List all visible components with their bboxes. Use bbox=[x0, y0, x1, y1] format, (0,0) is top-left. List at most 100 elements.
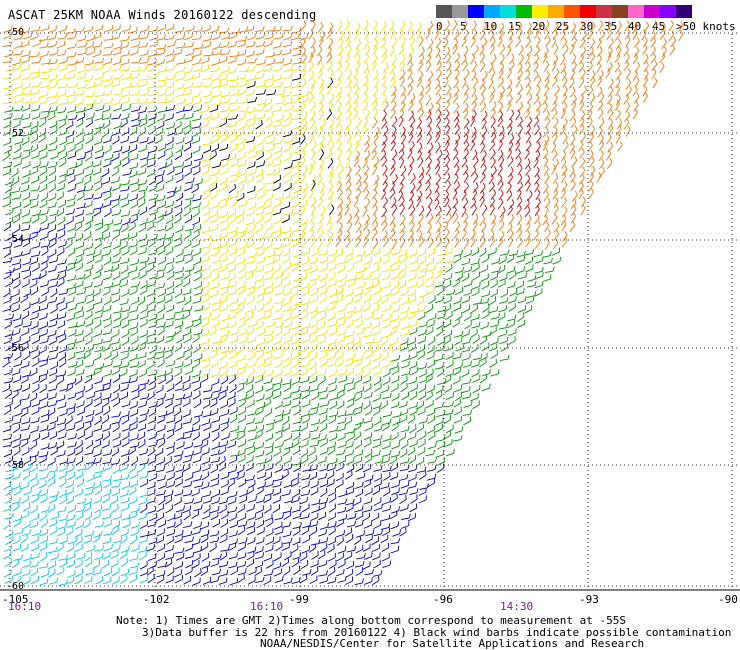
wind-barb bbox=[74, 544, 83, 553]
wind-barb bbox=[174, 314, 185, 321]
wind-barb bbox=[319, 345, 330, 353]
wind-barb bbox=[58, 25, 68, 33]
wind-barb bbox=[237, 573, 245, 583]
wind-barb bbox=[356, 327, 365, 336]
wind-barb bbox=[290, 191, 299, 200]
wind-barb bbox=[65, 527, 74, 536]
wind-barb bbox=[220, 49, 231, 56]
wind-barb bbox=[173, 48, 183, 56]
wind-barb bbox=[58, 352, 67, 362]
wind-barb bbox=[346, 520, 356, 528]
wind-barb bbox=[200, 105, 210, 114]
wind-barb bbox=[345, 409, 355, 416]
wind-barb bbox=[256, 464, 265, 473]
wind-barb bbox=[408, 377, 418, 385]
wind-barb bbox=[230, 198, 238, 208]
wind-barb bbox=[39, 280, 49, 288]
wind-barb bbox=[164, 489, 174, 498]
wind-barb bbox=[202, 511, 211, 520]
wind-barb bbox=[103, 519, 112, 528]
wind-barb bbox=[238, 328, 248, 336]
wind-barb bbox=[156, 570, 166, 578]
wind-barb bbox=[318, 312, 327, 322]
wind-barb bbox=[490, 36, 496, 48]
wind-barb bbox=[542, 52, 548, 64]
wind-barb bbox=[200, 542, 209, 552]
wind-barb bbox=[219, 254, 228, 264]
wind-barb bbox=[425, 400, 434, 409]
wind-barb bbox=[437, 265, 447, 273]
wind-barb bbox=[346, 367, 355, 377]
wind-barb bbox=[282, 191, 291, 201]
wind-barb bbox=[551, 163, 557, 175]
wind-barb bbox=[355, 544, 364, 554]
wind-barb bbox=[264, 472, 272, 481]
wind-barb bbox=[245, 441, 255, 450]
wind-barb bbox=[39, 175, 48, 184]
wind-barb bbox=[164, 558, 173, 568]
wind-barb bbox=[299, 102, 306, 113]
wind-barb bbox=[255, 345, 265, 353]
wind-barb bbox=[364, 448, 373, 458]
wind-barb bbox=[218, 456, 226, 466]
wind-barb bbox=[463, 212, 469, 224]
wind-barb bbox=[417, 311, 426, 321]
wind-barb bbox=[102, 241, 112, 249]
wind-barb bbox=[274, 327, 283, 337]
wind-barb bbox=[174, 26, 185, 33]
wind-barb bbox=[524, 249, 535, 256]
wind-barb bbox=[434, 363, 444, 370]
wind-barb bbox=[256, 401, 266, 410]
wind-barb bbox=[84, 530, 95, 537]
wind-barb bbox=[362, 220, 369, 232]
wind-barb bbox=[427, 478, 436, 488]
wind-barb bbox=[452, 43, 458, 55]
wind-barb bbox=[56, 191, 64, 201]
wind-barb bbox=[14, 137, 24, 145]
wind-barb bbox=[75, 273, 86, 280]
wind-barb bbox=[86, 391, 96, 400]
wind-barb bbox=[327, 125, 333, 137]
wind-barb bbox=[399, 196, 405, 208]
wind-barb bbox=[428, 431, 436, 441]
wind-barb bbox=[13, 234, 23, 242]
wind-barb bbox=[507, 148, 512, 160]
wind-barb bbox=[551, 76, 558, 87]
wind-barb bbox=[67, 42, 77, 50]
wind-barb bbox=[581, 30, 587, 42]
wind-barb bbox=[5, 207, 14, 216]
wind-barb bbox=[480, 157, 486, 169]
wind-barb bbox=[94, 376, 103, 385]
wind-barb bbox=[104, 208, 112, 218]
wind-barb bbox=[263, 104, 273, 113]
wind-barb bbox=[427, 116, 433, 128]
wind-barb bbox=[238, 478, 246, 488]
wind-barb bbox=[22, 97, 33, 104]
wind-barb bbox=[354, 305, 363, 314]
wind-barb bbox=[382, 527, 390, 537]
wind-barb bbox=[202, 126, 211, 136]
wind-barb bbox=[228, 374, 236, 384]
wind-barb bbox=[427, 102, 434, 114]
wind-barb bbox=[570, 22, 577, 34]
wind-barb bbox=[21, 342, 29, 352]
wind-barb bbox=[463, 140, 470, 152]
wind-barb bbox=[534, 124, 540, 136]
wind-barb bbox=[327, 446, 335, 456]
wind-barb bbox=[74, 159, 83, 169]
wind-barb bbox=[65, 487, 74, 496]
wind-barb bbox=[301, 481, 310, 489]
wind-barb bbox=[119, 535, 128, 544]
wind-barb bbox=[328, 272, 336, 282]
wind-barb bbox=[59, 478, 67, 488]
wind-barb bbox=[517, 69, 523, 80]
wind-barb bbox=[183, 82, 194, 90]
wind-barb bbox=[119, 368, 128, 377]
wind-barb bbox=[399, 263, 407, 274]
wind-barb bbox=[246, 296, 255, 305]
wind-barb bbox=[498, 297, 509, 304]
wind-barb bbox=[47, 400, 58, 408]
wind-barb bbox=[13, 49, 24, 56]
wind-barb bbox=[39, 424, 49, 432]
wind-barb bbox=[382, 134, 388, 146]
